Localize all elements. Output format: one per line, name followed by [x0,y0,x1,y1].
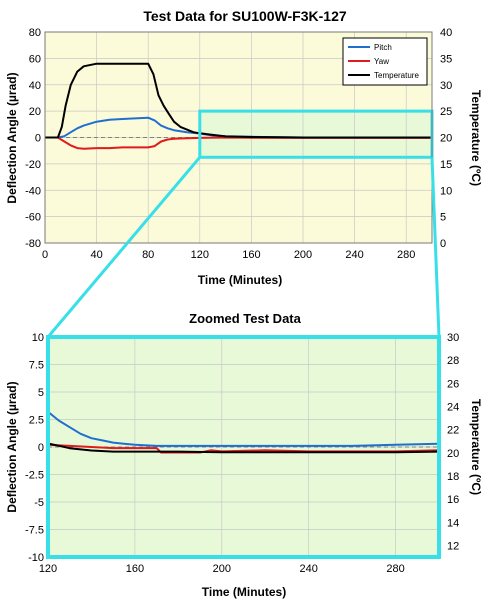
y-axis-label-zoomed: Deflection Angle (µrad) [5,381,19,512]
x-tick-label: 0 [42,249,48,261]
y-tick-label: 5 [38,387,44,399]
y2-tick-label: 16 [447,494,459,506]
y-tick-label: 20 [29,106,41,118]
x-tick-label: 280 [386,563,404,575]
y2-tick-label: 20 [440,133,452,145]
y2-tick-label: 18 [447,471,459,483]
y2-tick-label: 15 [440,159,452,171]
y2-tick-label: 35 [440,53,452,65]
y-tick-label: 0 [38,442,44,454]
y-tick-label: 60 [29,53,41,65]
series-top [45,62,432,150]
y-tick-label: 40 [29,80,41,92]
plot-frame-top [44,31,433,244]
x-ticks-bottom: 120 160 200 240 280 [39,563,405,575]
y2-tick-label: 5 [440,212,446,224]
legend-label-yaw: Yaw [374,57,389,66]
y2-tick-label: 26 [447,378,459,390]
y-tick-label: -5 [34,497,44,509]
y-tick-label: -10 [28,552,44,564]
y2-tick-label: 14 [447,517,459,529]
x-tick-label: 240 [299,563,317,575]
y2-tick-label: 22 [447,425,459,437]
y2-axis-label: Temperature (ºC) [469,90,483,186]
zoomed-plot-frame [46,335,441,559]
y-tick-label: -40 [25,185,41,197]
series-temperature-line [45,62,432,139]
x-axis-label: Time (Minutes) [198,273,282,287]
y-tick-label: -7.5 [25,525,44,537]
x-tick-label: 80 [142,249,154,261]
highlight-region [199,111,432,158]
x-tick-label: 200 [294,249,312,261]
chart-title-zoomed: Zoomed Test Data [189,311,301,326]
x-tick-label: 160 [242,249,260,261]
legend-label-pitch: Pitch [374,43,392,52]
series-temperature-line [47,442,440,454]
x-tick-label: 40 [90,249,102,261]
x-tick-label: 120 [39,563,57,575]
y2-tick-label: 30 [440,80,452,92]
zoom-connector-left [46,156,201,338]
legend-label-temperature: Temperature [374,71,419,80]
zoom-connector-right [430,157,441,338]
y-tick-label: 10 [32,332,44,344]
y2-tick-label: 0 [440,238,446,250]
y-tick-label: 80 [29,27,41,39]
x-ticks-top: 0 40 80 120 160 200 240 280 [42,249,415,261]
y2-tick-label: 30 [447,332,459,344]
y-tick-label: -60 [25,212,41,224]
y2-tick-label: 24 [447,401,459,413]
y2-tick-label: 10 [440,185,452,197]
y2-axis-label-zoomed: Temperature (ºC) [469,399,483,495]
x-axis-label-zoomed: Time (Minutes) [202,585,286,599]
y-tick-label: -80 [25,238,41,250]
y2-tick-label: 12 [447,540,459,552]
y2-tick-label: 20 [447,448,459,460]
legend: Pitch Yaw Temperature [342,37,428,86]
y2-tick-label: 40 [440,27,452,39]
y-tick-label: -20 [25,159,41,171]
x-tick-label: 280 [397,249,415,261]
series-bottom [47,411,440,454]
y-ticks-bottom: -10 -7.5 -5 -2.5 0 2.5 5 7.5 10 [25,332,44,564]
y-tick-label: 0 [35,133,41,145]
y2-ticks-bottom: 12 14 16 18 20 22 24 26 28 30 [447,332,459,552]
y2-tick-label: 25 [440,106,452,118]
x-tick-label: 200 [213,563,231,575]
y-ticks-top: -80 -60 -40 -20 0 20 40 60 80 [25,27,41,250]
x-tick-label: 240 [345,249,363,261]
y2-ticks-top: 0 5 10 15 20 25 30 35 40 [440,27,452,250]
y-axis-label: Deflection Angle (µrad) [5,72,19,203]
y-tick-label: -2.5 [25,470,44,482]
x-tick-label: 120 [191,249,209,261]
y-tick-label: 7.5 [29,360,44,372]
y-tick-label: 2.5 [29,415,44,427]
x-tick-label: 160 [126,563,144,575]
series-pitch-line [47,411,440,447]
y2-tick-label: 28 [447,355,459,367]
chart-title: Test Data for SU100W-F3K-127 [143,8,347,24]
